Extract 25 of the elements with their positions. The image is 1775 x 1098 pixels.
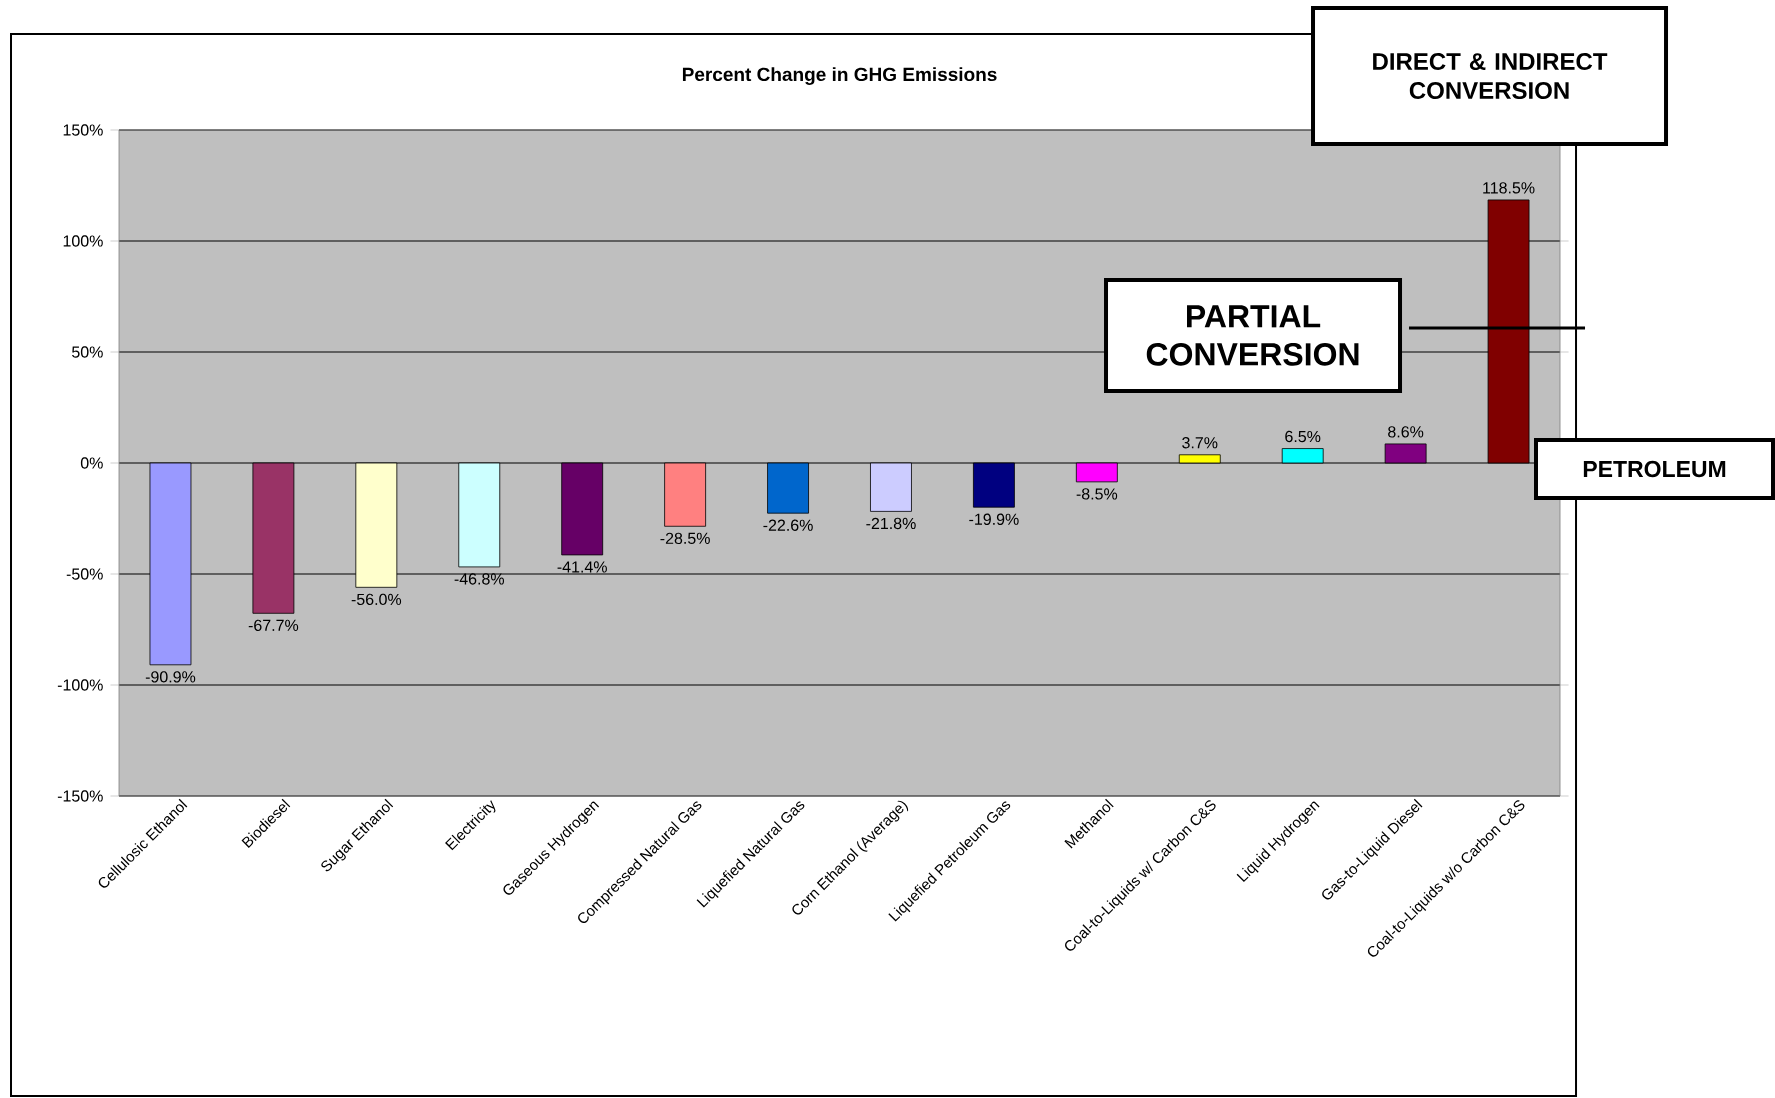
y-tick-label: 150% (63, 124, 103, 136)
text: PETROLEUM (1583, 460, 1726, 478)
y-tick-label: -150% (57, 790, 103, 802)
chart-title: Percent Change in GHG Emissions (682, 67, 997, 85)
data-label: -90.9% (145, 671, 196, 683)
data-label: 118.5% (1483, 182, 1535, 194)
data-label: -41.4% (557, 561, 607, 573)
data-label: -22.6% (763, 519, 813, 531)
data-label: -21.8% (866, 517, 916, 530)
y-tick-label: 50% (72, 346, 103, 358)
data-label: -19.9% (969, 513, 1019, 525)
data-label: -46.8% (454, 573, 505, 585)
annotation: PARTIAL CONVERSION (1146, 305, 1359, 366)
text: DIRECT & INDIRECT CONVERSION (1373, 53, 1608, 99)
data-label: 6.5% (1285, 430, 1321, 443)
y-tick-label: 100% (63, 235, 103, 247)
data-label: -8.5% (1076, 488, 1118, 500)
data-label: 8.6% (1388, 426, 1424, 438)
y-tick-label: -50% (66, 568, 103, 580)
data-label: -56.0% (351, 593, 402, 606)
y-tick-label: 0% (80, 457, 103, 469)
data-label: 3.7% (1182, 437, 1218, 449)
data-label: -67.7% (248, 619, 299, 632)
y-tick-label: -100% (57, 679, 103, 691)
data-label: -28.5% (660, 532, 710, 544)
